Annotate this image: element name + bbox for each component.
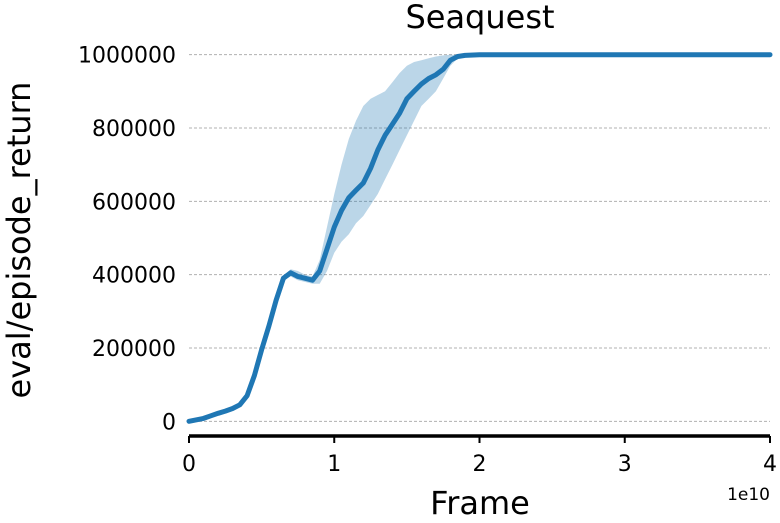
x-axis-label: Frame (430, 484, 530, 522)
y-tick-label: 1000000 (78, 44, 176, 69)
y-tick-label: 0 (162, 410, 176, 435)
series-confidence-band (189, 54, 770, 422)
series-line-group (186, 52, 773, 424)
y-tick-label: 600000 (92, 190, 176, 215)
x-tick-label: 4 (763, 452, 777, 477)
y-axis-label: eval/episode_return (0, 82, 38, 399)
x-tick-label: 1 (327, 452, 341, 477)
series-line (186, 52, 773, 424)
x-tick-label: 0 (182, 452, 196, 477)
x-axis-ticks: 0 1 2 3 4 (182, 436, 777, 477)
y-tick-label: 800000 (92, 117, 176, 142)
y-gridlines (189, 54, 770, 422)
x-tick-label: 3 (618, 452, 632, 477)
x-tick-label: 2 (473, 452, 487, 477)
x-axis-offset-label: 1e10 (727, 485, 770, 505)
y-axis-ticks: 0 200000 400000 600000 800000 1000000 (78, 44, 176, 436)
y-tick-label: 200000 (92, 337, 176, 362)
y-tick-label: 400000 (92, 264, 176, 289)
chart-title: Seaquest (405, 0, 554, 36)
confidence-band (189, 54, 770, 422)
